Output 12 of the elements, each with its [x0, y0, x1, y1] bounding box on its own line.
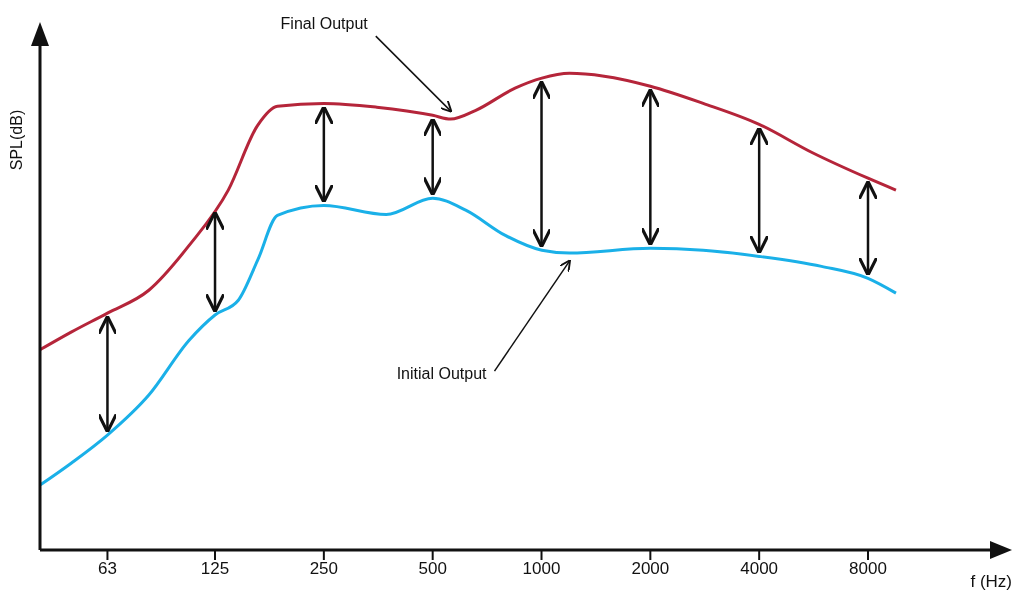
x-tick-label: 4000 [740, 559, 779, 579]
x-tick-label: 500 [418, 559, 447, 579]
x-axis-title: f (Hz) [970, 572, 1012, 591]
x-tick-label: 1000 [522, 559, 561, 579]
annotation: Initial Output [396, 365, 488, 383]
y-axis-title: SPL(dB) [8, 109, 25, 171]
annotation: Final Output [280, 15, 369, 33]
x-tick-label: 2000 [631, 559, 670, 579]
x-tick-label: 63 [97, 559, 117, 579]
x-tick-label: 125 [200, 559, 230, 579]
x-tick-label: 8000 [849, 559, 887, 579]
x-tick-label: 250 [309, 559, 339, 579]
